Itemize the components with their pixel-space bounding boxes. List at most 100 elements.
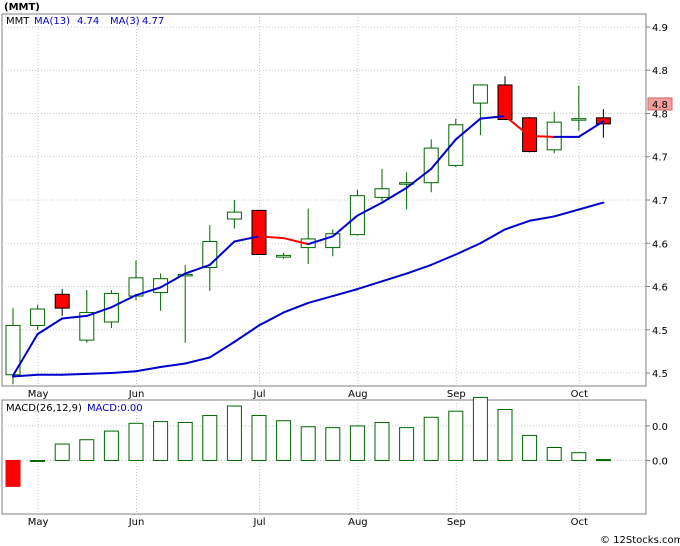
- x-tick-label: Aug: [348, 389, 368, 400]
- ma13-line-segment: [12, 373, 39, 378]
- ma3-line-segment: [331, 214, 359, 238]
- candle-body: [522, 117, 538, 153]
- ma13-line-segment: [430, 253, 457, 266]
- ma13-line-segment: [454, 242, 482, 256]
- chart-title: (MMT): [4, 2, 40, 13]
- last-price-label: 4.8: [652, 100, 668, 111]
- ma3-line-segment: [208, 240, 236, 266]
- ma13-line-segment: [405, 263, 433, 275]
- candle-body: [497, 84, 513, 121]
- last-price-badge: [647, 97, 673, 111]
- x-tick-label-bottom: Sep: [447, 517, 466, 528]
- macd-bar: [497, 409, 513, 461]
- macd-bar: [423, 416, 439, 461]
- y-tick-label: 4.5: [652, 326, 668, 337]
- macd-bars: [5, 396, 611, 487]
- ma3-line-segment: [258, 235, 285, 240]
- macd-bar: [153, 421, 169, 461]
- macd-bar: [128, 422, 144, 461]
- ma3-line-segment: [110, 294, 137, 309]
- ma3-line-segment: [479, 115, 506, 120]
- ma3-line-segment: [85, 306, 113, 317]
- x-tick-label: Sep: [447, 389, 466, 400]
- ma13-line-segment: [184, 356, 211, 365]
- ma13-line-segment: [208, 340, 236, 359]
- moving-averages: [12, 115, 605, 378]
- ma3-line-segment: [135, 286, 162, 297]
- candle-body: [30, 308, 46, 326]
- y-tick-label: 4.8: [652, 109, 668, 120]
- y-tick-label: 4.7: [652, 153, 668, 164]
- candle-body: [472, 84, 488, 104]
- x-tick-label-bottom: Aug: [348, 517, 368, 528]
- ma3-line-segment: [12, 333, 39, 377]
- ma13-line-segment: [528, 215, 556, 222]
- ma13-line-segment: [85, 372, 113, 375]
- ma13-line-segment: [577, 201, 605, 211]
- macd-tick-label: 0.0: [652, 456, 668, 467]
- x-tick-label: Oct: [571, 389, 588, 400]
- ma3-line-segment: [577, 120, 605, 138]
- macd-bar: [30, 459, 46, 462]
- candle-body: [251, 209, 267, 256]
- ma13-line-segment: [331, 288, 359, 298]
- ma3-line-segment: [356, 201, 383, 217]
- ma3-line-segment: [184, 263, 211, 275]
- ma3-line-segment: [454, 117, 482, 141]
- price-grid: [2, 14, 646, 386]
- x-tick-label-bottom: May: [28, 517, 49, 528]
- macd-bar: [177, 421, 193, 461]
- ma13-line-segment: [159, 362, 187, 368]
- x-tick-label-bottom: Oct: [571, 517, 588, 528]
- x-tick-label-bottom: Jun: [128, 517, 145, 528]
- macd-bar: [472, 396, 488, 461]
- ma13-line-segment: [479, 228, 506, 245]
- y-tick-label: 4.7: [652, 196, 668, 207]
- macd-y-ticks: 0.0 0.0: [646, 422, 668, 467]
- ma13-line-segment: [307, 295, 334, 304]
- macd-bar: [325, 427, 341, 461]
- macd-bar: [226, 405, 242, 461]
- macd-bar: [251, 415, 267, 461]
- ma3-line-segment: [61, 314, 88, 320]
- x-tick-label: May: [28, 389, 49, 400]
- macd-bar: [399, 427, 415, 461]
- macd-bar: [571, 452, 587, 461]
- ma3-line-segment: [233, 235, 260, 243]
- legend-ma13-label: MA(13): [34, 16, 70, 27]
- ma3-line-segment: [528, 134, 556, 138]
- macd-value: MACD:0.00: [87, 403, 143, 414]
- candle-body: [276, 254, 292, 258]
- macd-bar: [374, 421, 390, 461]
- y-tick-label: 4.9: [652, 23, 668, 34]
- x-tick-label: Jul: [252, 389, 265, 400]
- x-ticks-bottom: May Jun Jul Aug Sep Oct: [28, 517, 588, 528]
- ma13-line-segment: [282, 301, 310, 314]
- ma3-line-segment: [282, 237, 310, 246]
- y-tick-label: 4.6: [652, 283, 668, 294]
- ma13-line-segment: [356, 280, 383, 291]
- candle-body: [571, 118, 587, 121]
- macd-bar: [202, 415, 218, 461]
- x-tick-label-bottom: Jul: [252, 517, 265, 528]
- ma13-line-segment: [553, 208, 580, 218]
- ma3-line-segment: [504, 115, 531, 137]
- candle-body: [374, 188, 390, 198]
- candle-body: [54, 293, 70, 309]
- macd-bar: [79, 439, 95, 461]
- candle-body: [448, 124, 464, 166]
- ma3-line-segment: [430, 138, 457, 170]
- macd-bar: [349, 425, 365, 461]
- macd-bar: [522, 434, 538, 461]
- macd-bar: [546, 447, 562, 461]
- macd-title: MACD(26,12,9): [6, 403, 82, 414]
- y-tick-label: 4.5: [652, 369, 668, 380]
- macd-bar: [448, 410, 464, 461]
- ma13-line-segment: [61, 372, 88, 376]
- macd-bar: [300, 426, 316, 461]
- macd-bar: [595, 459, 611, 462]
- x-ticks: May Jun Jul Aug Sep Oct: [28, 389, 588, 400]
- candle-body: [423, 147, 439, 184]
- ma3-line-segment: [36, 317, 64, 336]
